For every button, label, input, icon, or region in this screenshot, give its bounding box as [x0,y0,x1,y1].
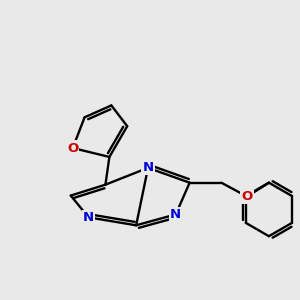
Text: N: N [170,208,181,221]
Text: O: O [242,190,253,203]
Text: O: O [67,142,78,154]
Text: N: N [83,211,94,224]
Text: N: N [142,161,154,174]
